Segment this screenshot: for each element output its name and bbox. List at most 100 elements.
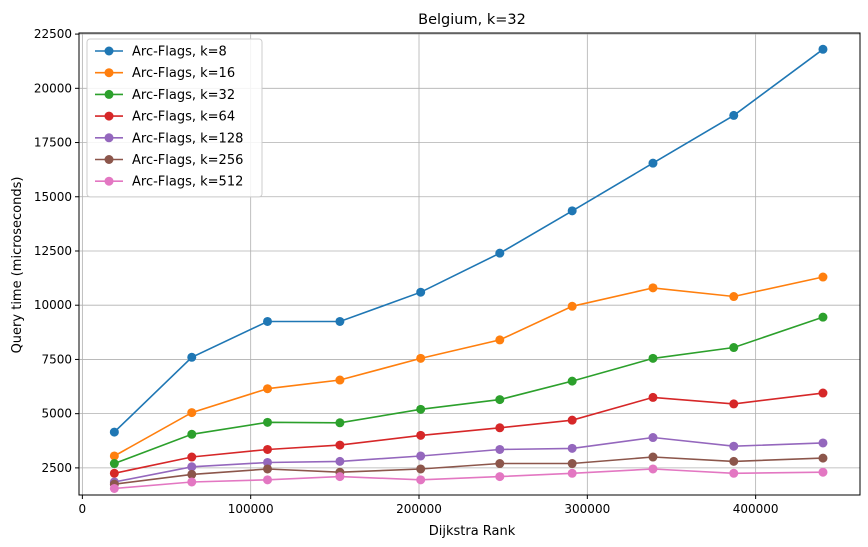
data-point: [187, 469, 197, 479]
data-point: [187, 429, 197, 439]
data-point: [648, 392, 658, 402]
data-point: [263, 475, 273, 485]
data-point: [187, 477, 197, 487]
x-tick-label: 100000: [228, 502, 274, 516]
series-6: [109, 452, 828, 489]
legend-item: Arc-Flags, k=256: [95, 153, 243, 168]
data-point: [729, 468, 739, 478]
series-7: [109, 464, 828, 493]
legend-label: Arc-Flags, k=64: [132, 110, 235, 125]
series-3: [109, 312, 828, 469]
data-point: [335, 418, 345, 428]
legend-item: Arc-Flags, k=128: [95, 131, 243, 146]
data-point: [109, 459, 119, 469]
data-point: [729, 441, 739, 451]
x-tick-label: 300000: [564, 502, 610, 516]
plot-frame: [78, 32, 861, 496]
data-point: [729, 343, 739, 353]
series-1: [109, 44, 828, 437]
y-tick-label: 15000: [34, 190, 72, 204]
data-point: [263, 316, 273, 326]
y-axis: 2500 5000 7500 10000 12500 15000 17500 20000 225…: [34, 27, 79, 475]
series-5: [109, 433, 828, 487]
data-point: [648, 464, 658, 474]
data-point: [818, 388, 828, 398]
chart-title: Belgium, k=32: [418, 12, 526, 28]
data-point: [729, 110, 739, 120]
y-tick-label: 5000: [41, 407, 72, 421]
legend-label: Arc-Flags, k=16: [132, 66, 235, 81]
data-point: [109, 483, 119, 493]
series-line: [114, 456, 824, 485]
data-point: [263, 384, 273, 394]
legend-label: Arc-Flags, k=8: [132, 45, 227, 60]
data-point: [109, 451, 119, 461]
data-point: [187, 408, 197, 418]
data-point: [495, 472, 505, 482]
data-point: [567, 206, 577, 216]
legend-label: Arc-Flags, k=256: [132, 153, 243, 168]
data-point: [335, 472, 345, 482]
series-line: [114, 468, 824, 490]
data-point: [648, 452, 658, 462]
data-point: [416, 451, 426, 461]
data-point: [567, 443, 577, 453]
series-2: [109, 272, 828, 461]
x-tick-label: 200000: [396, 502, 442, 516]
data-point: [495, 335, 505, 345]
legend-marker: [104, 111, 114, 121]
data-point: [416, 430, 426, 440]
series-line: [113, 276, 824, 457]
data-point: [818, 438, 828, 448]
legend-item: Arc-Flags, k=32: [95, 88, 235, 103]
series-line: [113, 48, 824, 433]
y-tick-label: 7500: [41, 352, 72, 366]
data-point: [818, 467, 828, 477]
data-point: [818, 312, 828, 322]
data-point: [567, 468, 577, 478]
legend-item: Arc-Flags, k=16: [95, 66, 235, 81]
legend-item: Arc-Flags, k=8: [95, 45, 227, 60]
legend-item: Arc-Flags, k=512: [95, 175, 243, 190]
data-point: [567, 415, 577, 425]
data-point: [567, 376, 577, 386]
data-point: [335, 316, 345, 326]
legend-box: [86, 38, 263, 198]
data-point: [335, 440, 345, 450]
data-point: [495, 444, 505, 454]
data-point: [187, 352, 197, 362]
data-point: [495, 395, 505, 405]
data-point: [648, 158, 658, 168]
legend-label: Arc-Flags, k=32: [132, 88, 235, 103]
data-point: [818, 453, 828, 463]
data-point: [416, 475, 426, 485]
series-line: [114, 316, 824, 465]
y-axis-label: Query time (microseconds): [10, 177, 25, 354]
data-point: [187, 452, 197, 462]
series-4: [109, 388, 828, 478]
y-tick-label: 2500: [41, 461, 72, 475]
y-tick-label: 22500: [34, 27, 72, 41]
data-point: [416, 287, 426, 297]
data-point: [648, 433, 658, 443]
y-tick-label: 10000: [34, 298, 72, 312]
data-point: [263, 444, 273, 454]
data-point: [567, 459, 577, 469]
data-point: [109, 427, 119, 437]
y-tick-label: 20000: [34, 81, 72, 95]
x-axis-label: Dijkstra Rank: [429, 524, 516, 539]
data-point: [335, 375, 345, 385]
data-point: [416, 404, 426, 414]
series-line: [114, 436, 824, 483]
data-point: [495, 459, 505, 469]
data-point: [648, 283, 658, 293]
x-tick-label: 0: [79, 502, 87, 516]
x-tick-label: 400000: [733, 502, 779, 516]
data-point: [187, 462, 197, 472]
series-line: [114, 392, 824, 475]
data-point: [416, 353, 426, 363]
legend-marker: [104, 68, 114, 78]
legend-marker: [104, 133, 114, 143]
y-tick-label: 17500: [34, 136, 72, 150]
